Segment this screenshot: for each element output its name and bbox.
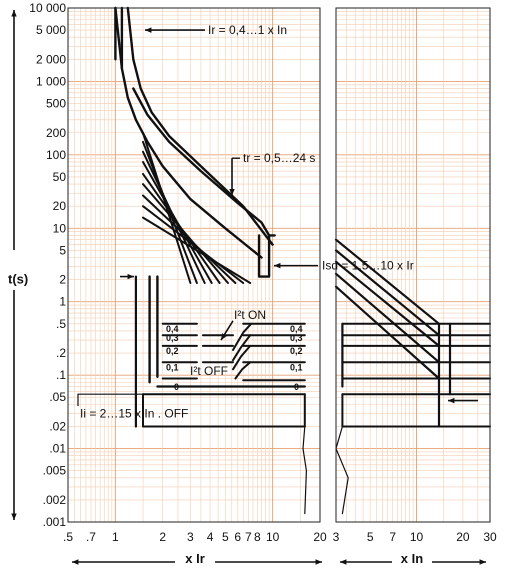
- x-in-arrow-right-head: [479, 559, 486, 565]
- i2t-off-label: I²t OFF: [190, 364, 228, 378]
- y-tick-label: 5 000: [36, 23, 66, 37]
- long-time-curve: [114, 6, 263, 259]
- tr-annotation: tr = 0,5…24 s: [243, 151, 315, 165]
- y-tick-label: .005: [43, 464, 67, 478]
- x-tick-label: 20: [313, 530, 327, 544]
- x-tick-label-right: 10: [410, 530, 424, 544]
- x-tick-label-right: 7: [389, 530, 396, 544]
- tsd-label-right: 0: [294, 382, 299, 392]
- i2t-on-curve: [232, 344, 252, 371]
- right-diagonal: [334, 272, 441, 364]
- right-diagonal: [334, 260, 441, 347]
- x-tick-label: .5: [63, 530, 73, 544]
- curves: [114, 6, 491, 515]
- y-tick-label: 200: [46, 126, 66, 140]
- right-plot-frame: [335, 7, 491, 523]
- tsd-label-right: 0,2: [290, 346, 303, 356]
- tsd-label-right: 0,1: [290, 362, 303, 372]
- y-tick-label: 500: [46, 97, 66, 111]
- x-tick-label: 10: [266, 530, 280, 544]
- right-grid: [335, 7, 491, 523]
- right-panel-arrow-head: [448, 397, 455, 404]
- x-tick-label: 2: [159, 530, 166, 544]
- x-axis-title-left: x Ir: [185, 551, 205, 566]
- i2t-on-label: I²t ON: [234, 308, 266, 322]
- long-time-curve: [126, 6, 274, 246]
- y-tick-label: 50: [53, 170, 67, 184]
- i2t-on-curve: [234, 361, 252, 380]
- ii-annotation: Ii = 2…15 x In . OFF: [80, 407, 188, 421]
- isd-arrow-head: [274, 262, 281, 269]
- y-tick-label: 2 000: [36, 52, 66, 66]
- x-axis-title-right: x In: [401, 551, 423, 566]
- x-tick-label: .7: [86, 530, 96, 544]
- i2t-on-curve: [232, 334, 252, 362]
- ir-arrow-head: [145, 27, 152, 33]
- ii-leader: [77, 393, 150, 406]
- y-tick-label: .2: [56, 346, 66, 360]
- break-mark: [302, 425, 307, 515]
- y-tick-label: 100: [46, 148, 66, 162]
- x-in-arrow-left-head: [340, 559, 347, 565]
- tsd-label-left: 0,4: [166, 324, 179, 334]
- y-tick-label: 1: [59, 295, 66, 309]
- tr-band-line: [142, 216, 252, 284]
- i2t-on-arrow-head: [221, 333, 227, 341]
- y-axis-title: t(s): [8, 272, 28, 287]
- y-tick-label: 20: [53, 199, 67, 213]
- x-tick-label: 7: [245, 530, 252, 544]
- tr-band-line: [142, 194, 237, 284]
- y-tick-label: .5: [56, 317, 66, 331]
- frames: [67, 7, 491, 523]
- y-tick-label: 10: [53, 221, 67, 235]
- y-tick-label: 10 000: [29, 1, 66, 15]
- y-tick-label: .1: [56, 368, 66, 382]
- left-plot-frame: [67, 7, 321, 523]
- isd-annotation: Isd = 1,5…10 x Ir: [322, 259, 414, 273]
- y-tick-label: .05: [49, 390, 66, 404]
- x-tick-label: 3: [187, 530, 194, 544]
- y-tick-label: .001: [43, 515, 67, 529]
- x-tick-label-right: 20: [456, 530, 470, 544]
- upper-envelope: [132, 87, 271, 237]
- x-tick-label-right: 5: [367, 530, 374, 544]
- tsd-label-right: 0,3: [290, 333, 303, 343]
- y-axis-arrow-up-head: [11, 10, 17, 17]
- tsd-label-right: 0,4: [290, 324, 303, 334]
- ir-annotation: Ir = 0,4…1 x In: [208, 23, 287, 37]
- x-tick-label: 1: [112, 530, 119, 544]
- x-tick-label: 5: [222, 530, 229, 544]
- right-diagonal: [334, 238, 441, 325]
- right-diagonal: [334, 249, 441, 337]
- y-tick-label: .002: [43, 493, 67, 507]
- tr-band-line: [142, 205, 245, 284]
- y-tick-label: 2: [59, 273, 66, 287]
- tr-arrow-head: [229, 189, 235, 196]
- x-axis-arrow-right-head: [315, 559, 322, 565]
- tsd-label-left: 0,2: [166, 346, 179, 356]
- y-tick-label: 5: [59, 243, 66, 257]
- y-tick-label: .02: [49, 419, 66, 433]
- ii-bracket-left-head: [127, 273, 134, 280]
- right-break-mark: [335, 425, 349, 515]
- y-tick-label: 1 000: [36, 74, 66, 88]
- tsd-label-left: 0,3: [166, 333, 179, 343]
- i2t-on-curve: [232, 322, 253, 351]
- tsd-label-left: 0: [174, 382, 179, 392]
- x-axis-arrow-left-head: [72, 559, 79, 565]
- x-tick-label-right: 3: [333, 530, 340, 544]
- x-tick-label: 4: [207, 530, 214, 544]
- y-axis-arrow-down-head: [11, 513, 17, 520]
- x-tick-label: 6: [234, 530, 241, 544]
- ii-box: [142, 393, 306, 428]
- tsd-label-left: 0,1: [166, 362, 179, 372]
- x-tick-label-right: 30: [483, 530, 497, 544]
- y-tick-label: .01: [49, 442, 66, 456]
- x-tick-label: 8: [254, 530, 261, 544]
- tr-band-line: [142, 183, 229, 284]
- isd-step: [257, 234, 276, 278]
